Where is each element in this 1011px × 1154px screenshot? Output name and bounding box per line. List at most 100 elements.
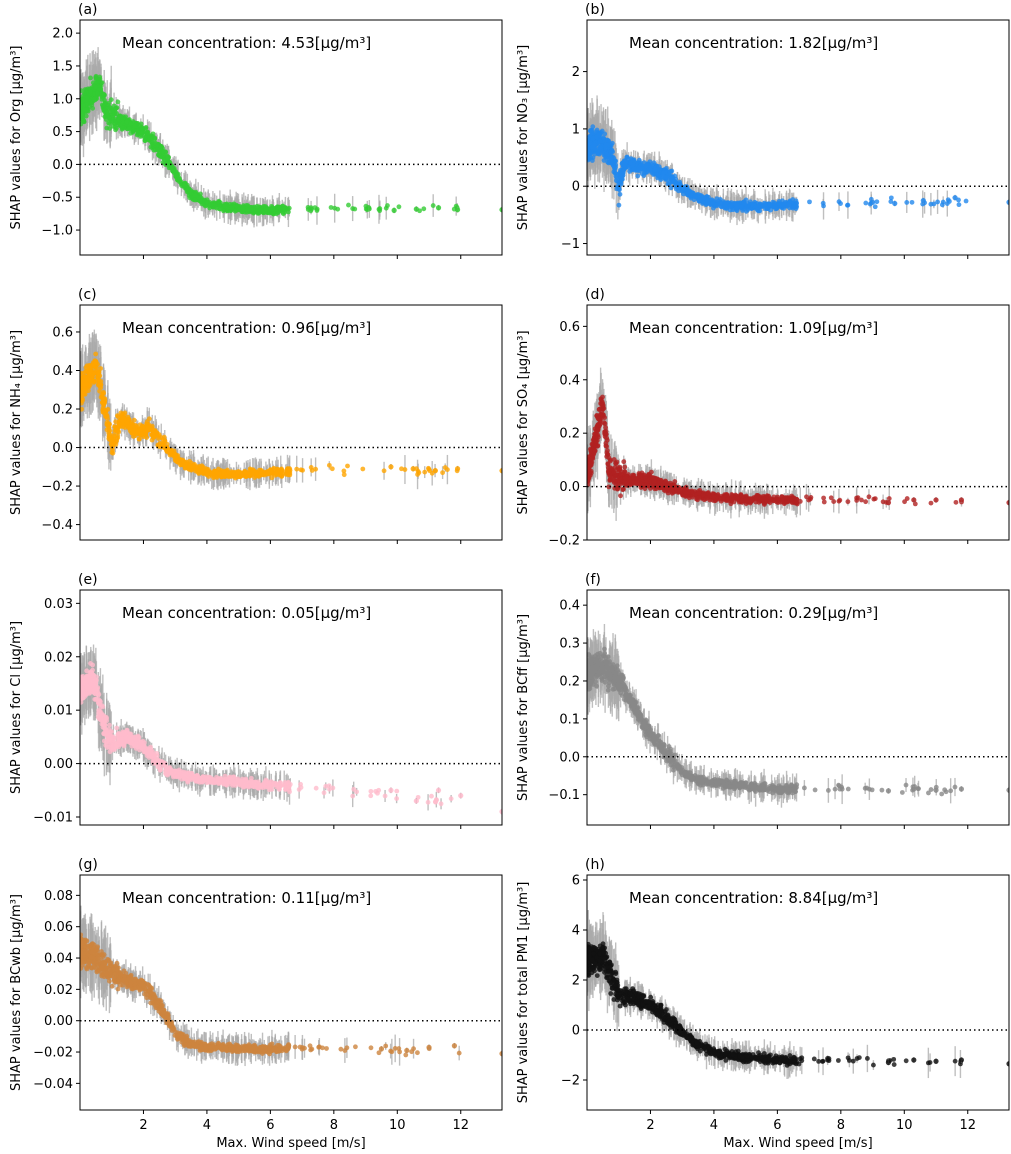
data-point [612,158,618,164]
data-point [273,470,279,476]
data-point [610,163,616,169]
data-point [80,113,85,119]
data-point [627,169,633,174]
data-point [154,143,160,148]
y-tick-label: 1.0 [52,92,73,107]
data-point [499,207,502,213]
data-point [269,475,275,481]
y-axis-label: SHAP values for NO₃ [μg/m³] [516,45,531,231]
data-point [750,202,755,207]
axes-frame [79,304,503,541]
y-tick-label: 1 [572,122,580,137]
data-point [787,199,793,205]
data-point [759,202,765,208]
data-point [189,467,194,473]
data-point [171,168,177,174]
data-point [212,204,218,210]
data-point [235,469,241,475]
y-tick-label: −1.0 [41,224,73,239]
axes-frame [79,19,503,256]
data-point [143,429,148,435]
data-point [87,371,93,377]
mean-prefix: Mean concentration: [122,319,281,337]
data-point [776,201,782,207]
data-point [263,207,269,213]
axes-frame [586,19,1010,256]
data-point [205,471,211,477]
data-point [104,420,110,425]
data-point [146,426,152,432]
data-point [128,121,134,127]
data-point [637,166,643,172]
data-point [589,128,594,134]
data-point [426,466,432,472]
data-point [421,206,427,212]
data-point [151,434,157,439]
data-point [120,119,125,125]
data-point [671,179,677,184]
data-point [874,199,880,205]
data-point [366,205,372,211]
data-point [678,183,684,188]
data-point [82,377,88,383]
data-point [128,424,134,430]
data-point [590,144,596,150]
data-point [186,463,192,469]
data-point [274,466,280,472]
data-point [102,407,108,413]
data-point [892,200,898,207]
data-point [928,201,934,207]
mean-concentration-annotation: Mean concentration: 1.82[μg/m³] [629,34,878,52]
data-point [109,118,115,124]
data-point [139,130,145,136]
data-point [128,130,134,136]
panel-label: (a) [78,2,98,18]
data-point [144,435,149,440]
data-point [112,433,118,439]
data-point [652,167,658,173]
data-point [187,195,193,201]
data-point [396,204,402,210]
y-tick-label: 2 [572,65,580,80]
data-point [709,201,715,207]
data-point [435,205,442,211]
data-point [714,202,720,207]
data-point [904,200,910,205]
data-point [773,206,778,212]
data-point [388,464,394,470]
data-point [229,205,235,211]
data-point [718,201,724,206]
data-point [214,469,219,475]
data-point [909,199,915,205]
data-point [329,466,335,472]
data-point [656,173,662,179]
data-point [275,210,281,216]
data-point [260,472,265,478]
data-point [131,417,137,423]
data-point [589,158,595,163]
data-point [113,427,119,433]
data-point [422,469,428,475]
data-point [415,472,420,477]
data-point [381,468,387,474]
y-axis-label: SHAP values for Org [μg/m³] [9,46,24,230]
data-point [754,207,760,213]
y-tick-label: 0.5 [52,125,73,140]
data-point [590,124,596,130]
data-point [156,436,161,441]
mean-concentration-annotation: Mean concentration: 4.53[μg/m³] [122,34,371,52]
data-point [345,463,350,469]
data-point [608,157,614,162]
data-point [265,469,271,474]
data-point [669,175,674,181]
data-point [639,171,645,177]
data-point [956,202,962,208]
data-point [376,206,382,212]
data-point [81,389,86,395]
data-point [116,421,122,427]
mean-value: 4.53 [281,34,314,52]
data-point [95,90,100,96]
mean-unit: [μg/m³] [315,34,371,52]
data-point [204,467,210,473]
